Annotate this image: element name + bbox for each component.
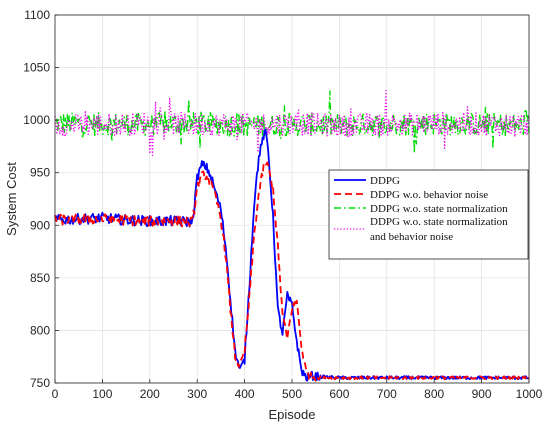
x-tick-label: 700 [377, 387, 397, 401]
x-tick-label: 900 [472, 387, 492, 401]
y-tick-label: 750 [30, 376, 50, 390]
x-tick-label: 300 [187, 387, 207, 401]
legend-label: DDPG w.o. state normalization [370, 216, 508, 228]
y-tick-label: 800 [30, 323, 50, 337]
x-tick-label: 200 [140, 387, 160, 401]
legend: DDPG DDPG w.o. behavior noise DDPG w.o. st… [328, 169, 529, 260]
legend-label: DDPG [370, 175, 400, 187]
y-tick-label: 1100 [24, 8, 50, 22]
y-tick-label: 950 [30, 166, 50, 180]
x-tick-label: 500 [282, 387, 302, 401]
x-tick-label: 600 [329, 387, 349, 401]
legend-label: and behavior noise [370, 231, 453, 243]
legend-label: DDPG w.o. behavior noise [370, 189, 488, 201]
legend-label: DDPG w.o. state normalization [370, 203, 508, 215]
x-tick-label: 400 [235, 387, 255, 401]
x-tick-label: 100 [92, 387, 112, 401]
y-tick-label: 850 [30, 271, 50, 285]
x-tick-label: 800 [424, 387, 444, 401]
legend-box [328, 169, 529, 260]
y-axis-title: System Cost [4, 162, 19, 236]
x-axis-title: Episode [269, 407, 316, 422]
series-line [54, 161, 530, 383]
y-tick-label: 1050 [23, 61, 50, 75]
ticks: 0 100 200 300 400 500 600 700 800 900 1000 750 800 85… [23, 8, 542, 401]
x-tick-label: 0 [52, 387, 59, 401]
series-layer [54, 89, 530, 383]
y-tick-label: 1000 [23, 113, 50, 127]
y-tick-label: 900 [30, 218, 50, 232]
series-line [54, 128, 530, 382]
series-line [54, 89, 530, 156]
x-tick-label: 1000 [516, 387, 543, 401]
